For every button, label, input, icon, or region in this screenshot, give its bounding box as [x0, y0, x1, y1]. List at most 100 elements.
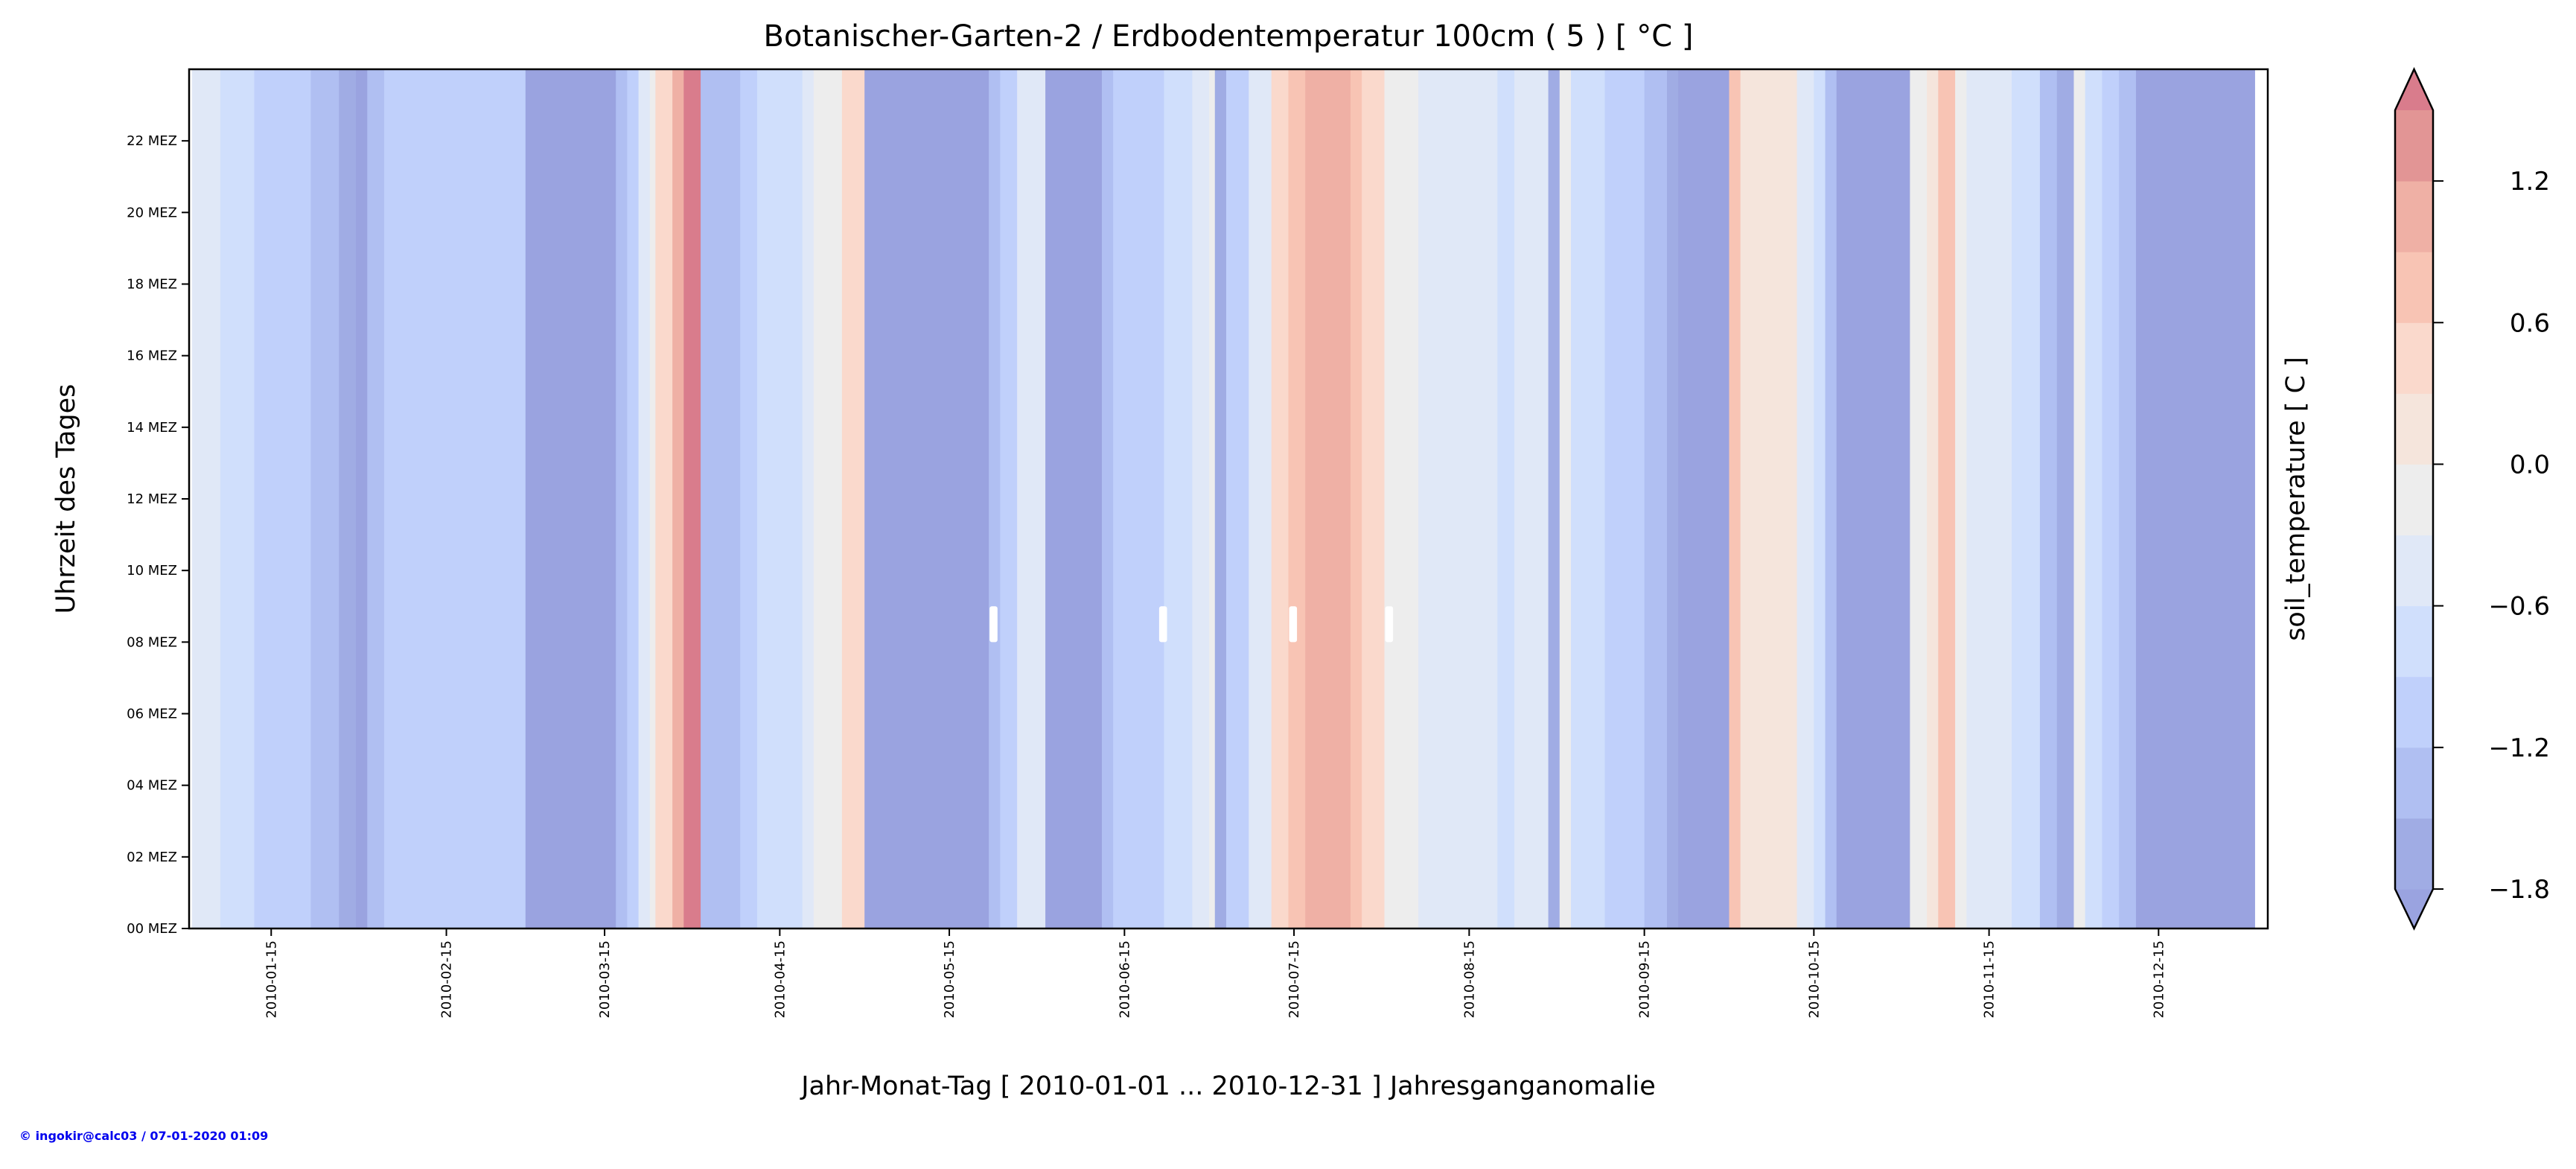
colorbar-extend-over — [2395, 69, 2433, 110]
colorbar-tick-label: 0.6 — [2510, 308, 2550, 338]
y-tick-label: 10 MEZ — [127, 563, 177, 579]
heatmap-column — [1678, 69, 1730, 928]
heatmap-column — [864, 69, 989, 928]
missing-data-cell — [1158, 606, 1167, 643]
heatmap-column — [1362, 69, 1386, 928]
heatmap-column — [672, 69, 684, 928]
heatmap-column — [1836, 69, 1910, 928]
x-axis-label: Jahr-Monat-Tag [ 2010-01-01 ... 2010-12-… — [800, 1071, 1656, 1101]
heatmap-column — [2056, 69, 2075, 928]
heatmap-column — [841, 69, 865, 928]
heatmap-column — [2011, 69, 2041, 928]
heatmap-column — [1825, 69, 1837, 928]
heatmap-column — [1305, 69, 1351, 928]
heatmap-column — [1101, 69, 1114, 928]
x-tick-label: 2010-03-15 — [597, 940, 613, 1019]
colorbar-tick-label: −1.8 — [2488, 875, 2550, 905]
heatmap-column — [638, 69, 651, 928]
colorbar-bin — [2395, 535, 2433, 607]
heatmap-column — [367, 69, 385, 928]
x-tick-label: 2010-09-15 — [1637, 940, 1653, 1019]
heatmap-column — [649, 69, 656, 928]
heatmap-column — [1214, 69, 1227, 928]
heatmap-column — [701, 69, 741, 928]
heatmap-column — [525, 69, 616, 928]
chart-title: Botanischer-Garten-2 / Erdbodentemperatu… — [764, 19, 1694, 54]
heatmap-column — [1000, 69, 1018, 928]
missing-data-cell — [989, 606, 998, 643]
heatmap-column — [1271, 69, 1289, 928]
missing-data-cell — [1289, 606, 1298, 643]
heatmap-column — [655, 69, 673, 928]
heatmap-column — [1350, 69, 1362, 928]
colorbar: −1.8 −1.2 −0.6 0.0 0.6 1.2 — [2394, 67, 2550, 931]
heatmap-column — [802, 69, 814, 928]
colorbar-bin — [2395, 676, 2433, 748]
x-tick-label: 2010-01-15 — [264, 940, 279, 1019]
heatmap-column — [1740, 69, 1798, 928]
heatmap-column — [813, 69, 843, 928]
heatmap-column — [1113, 69, 1165, 928]
heatmap-column — [1955, 69, 1967, 928]
colorbar-bin — [2395, 605, 2433, 678]
heatmap-column — [683, 69, 701, 928]
heatmap-column — [1418, 69, 1498, 928]
heatmap-column — [1604, 69, 1645, 928]
heatmap-column — [1288, 69, 1306, 928]
colorbar-tick-label: −1.2 — [2488, 733, 2550, 763]
y-tick-label: 00 MEZ — [127, 921, 177, 937]
heatmap-column — [1548, 69, 1560, 928]
y-tick-label: 02 MEZ — [127, 850, 177, 865]
y-tick-label: 22 MEZ — [127, 133, 177, 149]
x-axis: 2010-01-15 2010-02-15 2010-03-15 2010-04-15… — [264, 928, 2167, 1019]
heatmap-column — [2135, 69, 2255, 928]
heatmap-column — [310, 69, 339, 928]
x-tick-label: 2010-11-15 — [1982, 940, 1998, 1019]
heatmap-column — [1814, 69, 1826, 928]
colorbar-bin — [2395, 110, 2433, 182]
heatmap-column — [2039, 69, 2058, 928]
x-tick-label: 2010-07-15 — [1287, 940, 1302, 1019]
colorbar-bin — [2395, 818, 2433, 890]
heatmap-cells — [192, 69, 2255, 928]
missing-data-cell — [1385, 606, 1394, 643]
colorbar-bin — [2395, 322, 2433, 394]
heatmap-column — [2085, 69, 2103, 928]
heatmap-column — [989, 69, 1001, 928]
heatmap-column — [2073, 69, 2086, 928]
heatmap-column — [1796, 69, 1814, 928]
colorbar-bin — [2395, 252, 2433, 323]
heatmap-column — [2102, 69, 2120, 928]
y-tick-label: 06 MEZ — [127, 707, 177, 722]
heatmap-column — [1225, 69, 1249, 928]
y-tick-label: 12 MEZ — [127, 491, 177, 507]
y-tick-label: 04 MEZ — [127, 778, 177, 794]
heatmap-column — [356, 69, 368, 928]
y-axis: 00 MEZ 02 MEZ 04 MEZ 06 MEZ 08 MEZ 10 MEZ 12 M… — [127, 133, 189, 937]
heatmap-column — [1910, 69, 1928, 928]
heatmap-column — [1666, 69, 1679, 928]
y-tick-label: 14 MEZ — [127, 420, 177, 436]
colorbar-tick-label: 1.2 — [2510, 167, 2550, 197]
heatmap-column — [1192, 69, 1210, 928]
heatmap-column — [1209, 69, 1216, 928]
heatmap-column — [1927, 69, 1939, 928]
y-tick-label: 20 MEZ — [127, 205, 177, 220]
heatmap-column — [1017, 69, 1046, 928]
heatmap-column — [1559, 69, 1572, 928]
y-axis-label: Uhrzeit des Tages — [51, 384, 81, 614]
heatmap-column — [1570, 69, 1606, 928]
heatmap-column — [1514, 69, 1549, 928]
colorbar-bin — [2395, 181, 2433, 252]
y-tick-label: 18 MEZ — [127, 277, 177, 293]
heatmap-column — [740, 69, 758, 928]
x-tick-label: 2010-05-15 — [942, 940, 957, 1019]
heatmap-column — [627, 69, 640, 928]
heatmap-column — [616, 69, 628, 928]
x-tick-label: 2010-08-15 — [1461, 940, 1477, 1019]
colorbar-bin — [2395, 393, 2433, 465]
footer-credit: © ingokir@calc03 / 07-01-2020 01:09 — [19, 1129, 269, 1143]
heatmap-column — [1164, 69, 1193, 928]
heatmap-column — [192, 69, 221, 928]
